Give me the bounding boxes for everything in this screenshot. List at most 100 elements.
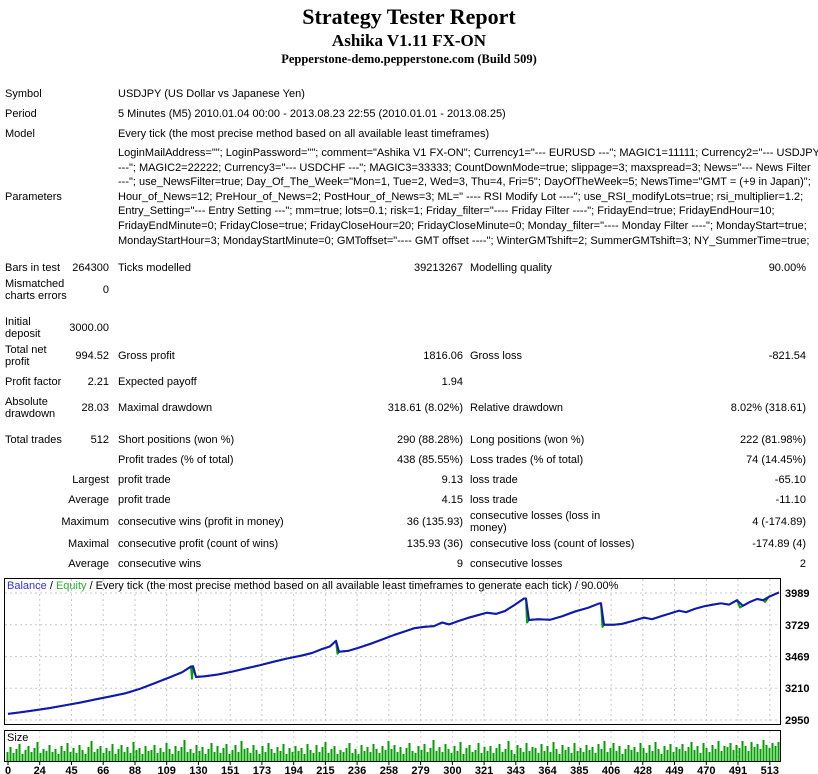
stat-value: 264300 — [72, 262, 109, 275]
lot-size-bar — [33, 748, 36, 761]
lot-size-bar — [174, 746, 177, 761]
lot-size-bar — [165, 743, 168, 761]
lot-size-bar — [225, 744, 228, 761]
lot-size-bar — [177, 751, 180, 761]
lot-size-bar — [498, 744, 501, 761]
x-axis-label: 364 — [538, 765, 557, 774]
lot-size-bar — [396, 752, 399, 761]
stat-value: -11.10 — [775, 494, 806, 507]
x-axis-label: 449 — [665, 765, 683, 774]
lot-size-bar — [405, 748, 408, 761]
lot-size-bar — [186, 752, 189, 761]
lot-size-bar — [636, 752, 639, 761]
lot-size-bar — [504, 749, 507, 761]
info-label: Symbol — [5, 88, 42, 100]
lot-size-bar — [150, 750, 153, 761]
lot-size-bar — [768, 748, 771, 761]
stat-label: consecutive profit (count of wins) — [118, 538, 279, 551]
stat-label: Total trades — [5, 434, 62, 447]
stat-value: 2 — [799, 558, 806, 571]
lot-size-bar — [198, 751, 201, 761]
lot-size-bar — [249, 753, 252, 761]
x-axis-label: 491 — [729, 765, 747, 774]
stat-label: consecutive loss (count of losses) — [470, 538, 635, 551]
stat-label: Gross profit — [118, 350, 175, 363]
lot-size-bar — [255, 750, 258, 761]
size-chart-title: Size — [7, 732, 28, 744]
lot-size-bar — [135, 750, 138, 761]
lot-size-bar — [108, 751, 111, 761]
lot-size-bar — [183, 740, 186, 761]
stat-label: loss trade — [470, 494, 518, 507]
lot-size-bar — [180, 747, 183, 761]
parameters-line: ---"; use_NewsFilter=true; Day_Of_The_We… — [118, 176, 811, 189]
lot-size-bar — [93, 752, 96, 761]
lot-size-bar — [234, 745, 237, 761]
lot-size-bar — [642, 748, 645, 761]
lot-size-bar — [519, 748, 522, 761]
lot-size-bar — [372, 744, 375, 761]
lot-size-bar — [651, 751, 654, 761]
lot-size-bar — [675, 747, 678, 761]
lot-size-bar — [237, 752, 240, 761]
parameters-line: LoginMailAddress=""; LoginPassword=""; c… — [118, 147, 818, 159]
stat-row: Total net profit 994.52 Gross profit 1816.0… — [0, 344, 818, 368]
lot-size-bar — [489, 746, 492, 761]
lot-size-bar — [363, 751, 366, 761]
x-axis-label: 215 — [316, 765, 334, 774]
lot-size-bar — [231, 750, 234, 761]
lot-size-bar — [348, 743, 351, 761]
info-value: Every tick (the most precise method base… — [118, 128, 490, 140]
lot-size-bar — [402, 754, 405, 761]
lot-size-bar — [189, 749, 192, 761]
stat-row: Average consecutive wins 9 consecutive loss… — [0, 554, 818, 574]
lot-size-bar — [306, 744, 309, 761]
lot-size-bar — [300, 748, 303, 761]
lot-size-bar — [492, 753, 495, 761]
lot-size-bar — [75, 753, 78, 761]
lot-size-bar — [669, 744, 672, 761]
size-label-bg — [5, 731, 32, 744]
lot-size-bar — [732, 750, 735, 761]
lot-size-bar — [630, 750, 633, 761]
lot-size-bar — [747, 751, 750, 761]
lot-size-bar — [69, 752, 72, 761]
stat-label: consecutive wins — [118, 558, 202, 571]
lot-size-bar — [459, 742, 462, 761]
lot-size-bar — [465, 748, 468, 761]
x-axis-label: 24 — [34, 765, 47, 774]
lot-size-bar — [39, 753, 42, 761]
x-axis-label: 470 — [697, 765, 715, 774]
lot-size-bar — [657, 749, 660, 761]
info-label: Model — [5, 128, 35, 140]
stat-row: Profit trades (% of total) 438 (85.55%) Lo… — [0, 450, 818, 470]
lot-size-bar — [420, 750, 423, 761]
x-axis-label: 0 — [5, 765, 11, 774]
stat-label: consecutive losses (loss in money) — [470, 510, 601, 535]
lot-size-bar — [66, 743, 69, 761]
lot-size-bar — [102, 753, 105, 761]
x-axis-label: 406 — [602, 765, 620, 774]
balance-equity-chart: Balance / Equity / Every tick (the most … — [0, 578, 818, 774]
lot-size-bar — [585, 745, 588, 761]
lot-size-bar — [366, 747, 369, 761]
info-label: Period — [5, 108, 37, 120]
stat-value: 994.52 — [75, 350, 109, 363]
lot-size-bar — [648, 745, 651, 761]
x-axis-label: 151 — [221, 765, 239, 774]
lot-size-bar — [6, 752, 9, 761]
lot-size-bar — [375, 749, 378, 761]
y-axis-label: 3469 — [785, 652, 809, 664]
lot-size-bar — [264, 752, 267, 761]
lot-size-bar — [759, 749, 762, 761]
lot-size-bar — [78, 745, 81, 761]
lot-size-bar — [666, 750, 669, 761]
lot-size-bar — [99, 746, 102, 761]
lot-size-bar — [567, 747, 570, 761]
lot-size-bar — [390, 749, 393, 761]
lot-size-bar — [591, 747, 594, 761]
lot-size-bar — [117, 749, 120, 761]
parameters-value: LoginMailAddress=""; LoginPassword=""; c… — [109, 146, 818, 248]
lot-size-bar — [168, 749, 171, 761]
lot-size-bar — [210, 743, 213, 761]
